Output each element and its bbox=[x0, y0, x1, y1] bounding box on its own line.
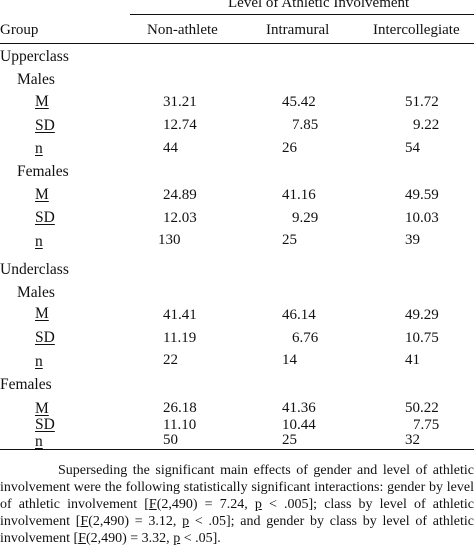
cell-upper-females-sd-intercollegiate: 10.03 bbox=[405, 210, 439, 226]
stat-label-m: M bbox=[35, 305, 49, 322]
cell-under-males-sd-intramural: 6.76 bbox=[292, 330, 319, 346]
stat-label-n: n bbox=[35, 233, 43, 250]
p-value-symbol: p bbox=[173, 531, 181, 546]
cell-upper-females-n-intramural: 25 bbox=[282, 232, 297, 248]
cell-under-males-m-intramural: 46.14 bbox=[282, 307, 316, 323]
col-header-intercollegiate: Intercollegiate bbox=[373, 22, 460, 38]
class-label-underclass: Underclass bbox=[0, 261, 69, 278]
stat-label-n: n bbox=[35, 140, 43, 157]
col-header-intramural: Intramural bbox=[266, 22, 330, 38]
cell-upper-males-sd-non-athlete: 12.74 bbox=[163, 117, 197, 133]
cell-upper-males-sd-intercollegiate: 9.22 bbox=[413, 117, 440, 133]
cell-under-females-n-non-athlete: 50 bbox=[163, 432, 178, 448]
cell-under-males-sd-non-athlete: 11.19 bbox=[163, 330, 197, 346]
cell-upper-males-n-non-athlete: 44 bbox=[163, 140, 178, 156]
gender-label-upper-females: Females bbox=[17, 163, 69, 180]
col-header-group: Group bbox=[0, 22, 39, 38]
stat-label-m: M bbox=[35, 186, 49, 203]
cell-upper-females-n-intercollegiate: 39 bbox=[405, 232, 420, 248]
paragraph-run: (2,490) = 3.12, bbox=[88, 514, 183, 529]
p-value-symbol: p bbox=[182, 514, 190, 529]
class-label-upperclass: Upperclass bbox=[0, 48, 69, 65]
cell-upper-males-m-intramural: 45.42 bbox=[282, 94, 316, 110]
paragraph-run: < .05]. bbox=[180, 531, 221, 546]
cell-upper-females-sd-non-athlete: 12.03 bbox=[163, 210, 197, 226]
gender-label-upper-males: Males bbox=[17, 71, 55, 88]
cell-under-males-n-intercollegiate: 41 bbox=[405, 352, 420, 368]
spanner-rule bbox=[130, 14, 474, 15]
cell-upper-males-m-intercollegiate: 51.72 bbox=[405, 94, 439, 110]
cell-under-males-n-intramural: 14 bbox=[282, 352, 297, 368]
column-spanner-heading: Level of Athletic Involvement bbox=[228, 0, 410, 11]
paragraph-run: (2,490) = 3.32, bbox=[85, 531, 174, 546]
paragraph-run: Superseding the significant main effects… bbox=[0, 463, 474, 512]
stat-label-m: M bbox=[35, 400, 49, 417]
stat-label-n: n bbox=[35, 433, 43, 450]
cell-upper-males-n-intercollegiate: 54 bbox=[405, 140, 420, 156]
cell-upper-females-m-non-athlete: 24.89 bbox=[163, 187, 197, 203]
cell-under-females-n-intercollegiate: 32 bbox=[405, 432, 420, 448]
cell-upper-males-sd-intramural: 7.85 bbox=[292, 117, 319, 133]
cell-under-females-m-intramural: 41.36 bbox=[282, 400, 316, 416]
stat-label-m: M bbox=[35, 93, 49, 110]
cell-under-males-m-intercollegiate: 49.29 bbox=[405, 307, 439, 323]
paragraph-run: < .05]; and gender by class by level of … bbox=[0, 514, 474, 546]
cell-upper-males-m-non-athlete: 31.21 bbox=[163, 94, 197, 110]
cell-under-females-sd-non-athlete: 11.10 bbox=[163, 417, 197, 433]
paragraph-text: Superseding the significant main effects… bbox=[0, 462, 474, 547]
header-rule bbox=[0, 43, 474, 44]
gender-label-under-males: Males bbox=[17, 284, 55, 301]
f-statistic-symbol: F bbox=[148, 497, 157, 512]
cell-upper-females-n-non-athlete: 130 bbox=[158, 232, 181, 248]
cell-under-females-sd-intramural: 10.44 bbox=[282, 417, 316, 433]
f-statistic-symbol: F bbox=[80, 514, 89, 529]
cell-under-females-n-intramural: 25 bbox=[282, 432, 297, 448]
stat-label-sd: SD bbox=[35, 329, 55, 346]
stat-label-sd: SD bbox=[35, 209, 55, 226]
cell-under-females-sd-intercollegiate: 7.75 bbox=[413, 417, 440, 433]
stat-label-n: n bbox=[35, 353, 43, 370]
f-statistic-symbol: F bbox=[78, 531, 86, 546]
cell-under-females-m-intercollegiate: 50.22 bbox=[405, 400, 439, 416]
body-paragraph: Superseding the significant main effects… bbox=[0, 462, 474, 547]
cell-upper-males-n-intramural: 26 bbox=[282, 140, 297, 156]
cell-under-males-m-non-athlete: 41.41 bbox=[163, 307, 197, 323]
paragraph-run: (2,490) = 7.24, bbox=[156, 497, 255, 512]
cell-upper-females-sd-intramural: 9.29 bbox=[292, 210, 319, 226]
paragraph-run: < .005]; class by level of athletic invo… bbox=[0, 497, 474, 529]
col-header-non-athlete: Non-athlete bbox=[147, 22, 218, 38]
p-value-symbol: p bbox=[254, 497, 262, 512]
stat-label-sd: SD bbox=[35, 117, 55, 134]
cell-upper-females-m-intercollegiate: 49.59 bbox=[405, 187, 439, 203]
gender-label-under-females: Females bbox=[0, 376, 52, 393]
cell-upper-females-m-intramural: 41.16 bbox=[282, 187, 316, 203]
cell-under-males-n-non-athlete: 22 bbox=[163, 352, 178, 368]
stat-label-sd: SD bbox=[35, 416, 55, 433]
cell-under-females-m-non-athlete: 26.18 bbox=[163, 400, 197, 416]
table-bottom-rule bbox=[0, 449, 474, 450]
cell-under-males-sd-intercollegiate: 10.75 bbox=[405, 330, 439, 346]
